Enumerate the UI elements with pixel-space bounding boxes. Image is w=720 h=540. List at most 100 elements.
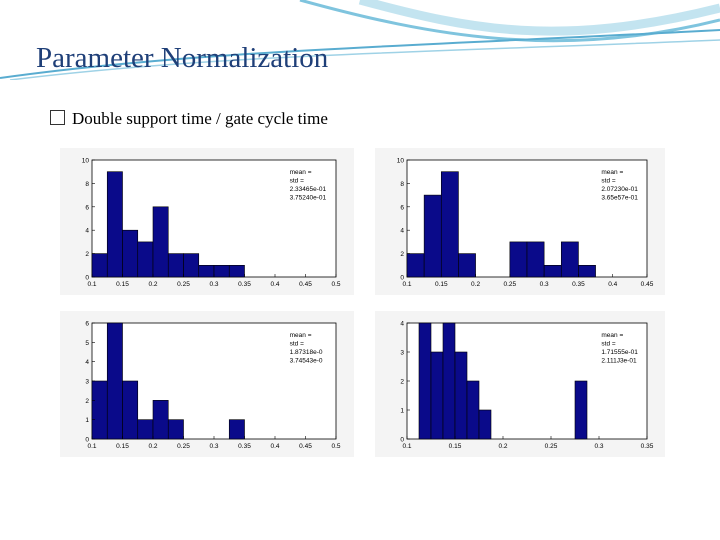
stats-annotation-line: std = xyxy=(290,178,304,185)
y-tick-label: 10 xyxy=(82,158,90,165)
x-tick-label: 0.1 xyxy=(87,281,96,288)
histogram-figure: 0.1 0.15 0.2 0.25 0.3 0.35 0.4 0.45 0.50246810me… xyxy=(60,148,665,457)
stats-annotation-line: mean = xyxy=(290,332,312,339)
header-swoosh-decoration xyxy=(0,0,720,80)
histogram-bar xyxy=(574,380,588,440)
histogram-bar xyxy=(91,253,108,278)
y-tick-label: 8 xyxy=(400,181,404,188)
x-tick-label: 0.1 xyxy=(402,281,411,288)
histogram-bar xyxy=(440,171,459,278)
x-tick-label: 0.35 xyxy=(238,281,251,288)
histogram-bar xyxy=(543,265,562,278)
x-tick-label: 0.25 xyxy=(177,281,190,288)
x-tick-label: 0.15 xyxy=(449,443,462,450)
histogram-bar xyxy=(198,265,215,278)
x-tick-label: 0.2 xyxy=(148,443,157,450)
histogram-bar xyxy=(152,400,169,440)
histogram-bar xyxy=(466,380,480,440)
histogram-bar xyxy=(106,322,123,440)
x-tick-label: 0.35 xyxy=(572,281,585,288)
y-tick-label: 4 xyxy=(85,359,89,366)
x-tick-label: 0.1 xyxy=(402,443,411,450)
x-tick-label: 0.5 xyxy=(331,443,340,450)
slide-title: Parameter Normalization xyxy=(36,42,329,74)
histogram-bar xyxy=(418,322,432,440)
y-tick-label: 4 xyxy=(400,228,404,235)
x-tick-label: 0.2 xyxy=(471,281,480,288)
x-tick-label: 0.25 xyxy=(177,443,190,450)
x-tick-label: 0.3 xyxy=(209,281,218,288)
histogram-top-left: 0.1 0.15 0.2 0.25 0.3 0.35 0.4 0.45 0.5 0 2 4 6 8 10 me… xyxy=(60,148,354,295)
x-tick-label: 0.2 xyxy=(148,281,157,288)
histogram-bar xyxy=(137,419,154,440)
bullet-text: Double support time / gate cycle time xyxy=(72,109,328,128)
y-tick-label: 6 xyxy=(85,204,89,211)
histogram-bar xyxy=(526,241,545,278)
histogram-bar xyxy=(183,253,200,278)
stats-annotation-line: 1.87318e-0 xyxy=(290,349,323,356)
swoosh-band-4 xyxy=(9,39,720,80)
x-tick-label: 0.25 xyxy=(504,281,517,288)
x-tick-label: 0.4 xyxy=(270,281,279,288)
histogram-bar xyxy=(406,253,425,278)
stats-annotation-line: mean = xyxy=(601,169,623,176)
histogram-bar xyxy=(167,253,184,278)
y-tick-label: 8 xyxy=(85,181,89,188)
histogram-bar xyxy=(152,206,169,278)
y-tick-label: 0 xyxy=(85,437,89,444)
histogram-bar xyxy=(167,419,184,440)
y-tick-label: 10 xyxy=(397,158,405,165)
histogram-bar xyxy=(137,241,154,278)
histogram-bottom-left: 0.1 0.15 0.2 0.25 0.3 0.35 0.4 0.45 0.5 0 1 2 3 4 5 6 me… xyxy=(60,311,354,457)
y-tick-label: 4 xyxy=(400,321,404,328)
stats-annotation-line: 1.71555e-01 xyxy=(601,349,638,356)
stats-annotation-line: 2.07230e-01 xyxy=(601,186,638,193)
y-tick-label: 0 xyxy=(85,275,89,282)
y-tick-label: 6 xyxy=(400,204,404,211)
y-tick-label: 3 xyxy=(400,350,404,357)
x-tick-label: 0.4 xyxy=(608,281,617,288)
swoosh-band-3 xyxy=(0,29,720,79)
histogram-bar xyxy=(213,265,230,278)
x-tick-label: 0.35 xyxy=(238,443,251,450)
stats-annotation-line: 3.75240e-01 xyxy=(290,195,327,202)
histogram-bar xyxy=(122,229,139,278)
histogram-bar xyxy=(478,409,492,440)
y-tick-label: 3 xyxy=(85,379,89,386)
histogram-bar xyxy=(228,419,245,440)
y-tick-label: 4 xyxy=(85,228,89,235)
y-tick-label: 2 xyxy=(400,379,404,386)
bullet-item: Double support time / gate cycle time xyxy=(50,109,328,129)
y-tick-label: 1 xyxy=(400,408,404,415)
y-tick-label: 2 xyxy=(400,251,404,258)
stats-annotation-line: mean = xyxy=(601,332,623,339)
y-tick-label: 0 xyxy=(400,275,404,282)
x-tick-label: 0.45 xyxy=(299,281,312,288)
stats-annotation-line: mean = xyxy=(290,169,312,176)
stats-annotation-line: 2.33465e-01 xyxy=(290,186,327,193)
y-tick-label: 6 xyxy=(85,321,89,328)
x-tick-label: 0.3 xyxy=(540,281,549,288)
stats-annotation-line: std = xyxy=(601,341,615,348)
x-tick-label: 0.4 xyxy=(270,443,279,450)
y-tick-label: 5 xyxy=(85,340,89,347)
stats-annotation-line: 2.111J3e-01 xyxy=(601,358,637,365)
histogram-bar xyxy=(442,322,456,440)
stats-annotation-line: std = xyxy=(601,178,615,185)
swoosh-light xyxy=(0,0,720,80)
x-tick-label: 0.15 xyxy=(435,281,448,288)
x-tick-label: 0.45 xyxy=(641,281,654,288)
square-bullet-icon xyxy=(50,110,65,125)
stats-annotation-line: 3.65e57e-01 xyxy=(601,195,638,202)
histogram-bar xyxy=(91,380,108,440)
x-tick-label: 0.25 xyxy=(545,443,558,450)
histogram-bar xyxy=(454,351,468,440)
histogram-bottom-right: 0.1 0.15 0.2 0.25 0.3 0.35 0 1 2 3 4 mean = std =1.7… xyxy=(375,311,665,457)
swoosh-band-1 xyxy=(358,0,720,36)
histogram-bar xyxy=(560,241,579,278)
x-tick-label: 0.3 xyxy=(594,443,603,450)
y-tick-label: 0 xyxy=(400,437,404,444)
x-tick-label: 0.3 xyxy=(209,443,218,450)
y-tick-label: 2 xyxy=(85,251,89,258)
stats-annotation-line: std = xyxy=(290,341,304,348)
